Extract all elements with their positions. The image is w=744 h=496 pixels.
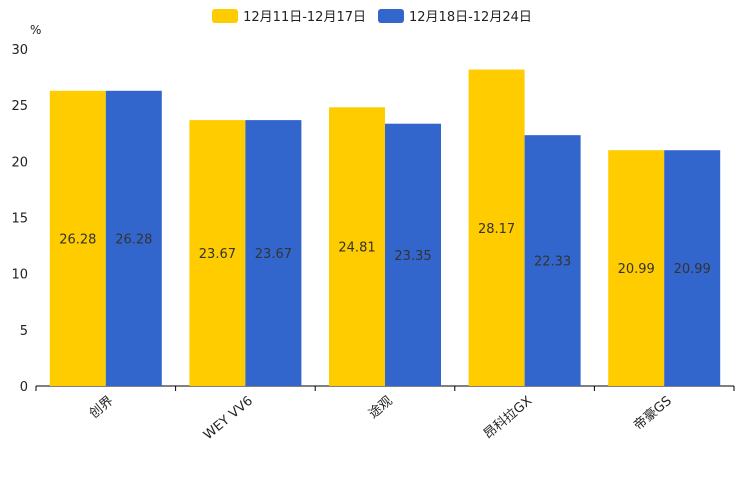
y-tick-label: 20 (11, 155, 28, 170)
bar (245, 120, 302, 387)
bar-value-label: 26.28 (59, 232, 96, 247)
bar (664, 150, 721, 386)
x-tick-label: WEY VV6 (201, 394, 256, 444)
y-tick-label: 5 (20, 324, 28, 339)
legend: 12月11日-12月17日 12月18日-12月24日 (0, 6, 744, 25)
x-tick-label: 帝豪GS (631, 393, 675, 434)
y-tick-label: 25 (11, 99, 28, 114)
bar-value-label: 20.99 (674, 262, 711, 277)
bar-value-label: 22.33 (534, 255, 571, 270)
x-tick-label: 创界 (87, 394, 117, 422)
bar (189, 120, 246, 387)
bar (608, 150, 665, 386)
y-tick-label: 0 (20, 380, 28, 395)
bar (385, 123, 441, 387)
y-tick-label: 10 (11, 268, 28, 283)
bar (105, 90, 162, 387)
legend-label-series-2: 12月18日-12月24日 (409, 10, 532, 25)
legend-item-series-1[interactable]: 12月11日-12月17日 (212, 6, 366, 25)
bar-value-label: 23.67 (199, 247, 236, 262)
bar-value-label: 20.99 (618, 262, 655, 277)
legend-item-series-2[interactable]: 12月18日-12月24日 (378, 6, 532, 25)
x-tick-label: 途观 (365, 393, 395, 422)
bar (468, 69, 525, 386)
legend-swatch-series-1 (212, 8, 239, 23)
bar (524, 135, 581, 386)
bar-value-label: 23.67 (255, 247, 292, 262)
y-tick-label: 15 (11, 212, 28, 227)
bar-value-label: 24.81 (338, 241, 375, 256)
bar-value-label: 26.28 (115, 232, 152, 247)
x-tick-label: 昂科拉GX (481, 394, 535, 443)
legend-swatch-series-2 (378, 8, 404, 23)
legend-label-series-1: 12月11日-12月17日 (243, 10, 366, 25)
y-tick-label: 30 (11, 43, 28, 58)
y-axis-unit: % (30, 23, 41, 37)
bar-value-label: 23.35 (394, 249, 431, 264)
bar-value-label: 28.17 (478, 222, 515, 237)
bar (329, 107, 385, 387)
bar (49, 90, 106, 387)
